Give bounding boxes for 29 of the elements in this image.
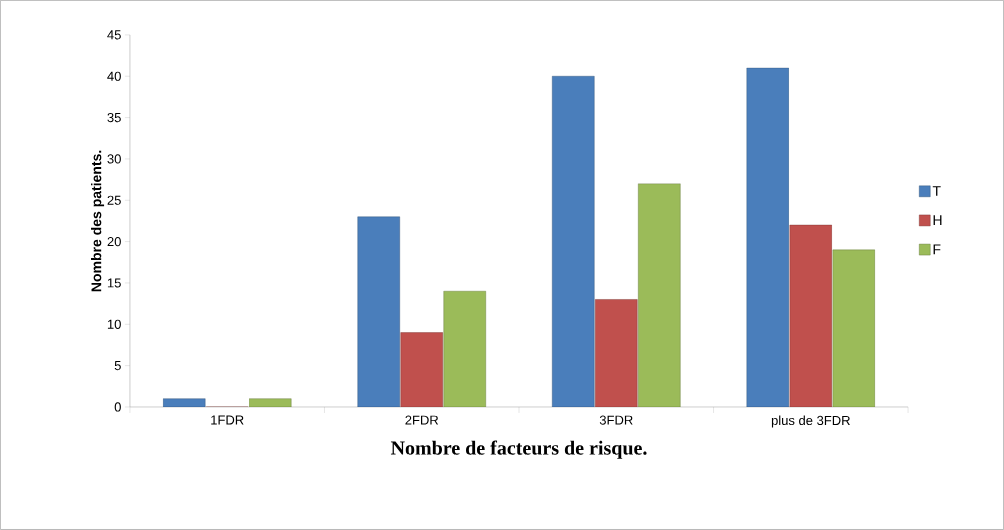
y-tick-label: 40 [107, 71, 121, 81]
bar [789, 224, 833, 408]
bar [746, 67, 790, 408]
bar [595, 299, 638, 408]
y-tick-label: 5 [114, 361, 121, 371]
y-tick-label: 25 [107, 195, 121, 205]
x-tick-label: 2FDR [405, 415, 439, 425]
bar [832, 249, 876, 408]
legend-label: H [933, 215, 942, 226]
legend-label: T [932, 186, 941, 196]
x-axis-title: Nombre de facteurs de risque. [390, 440, 647, 459]
y-tick-label: 0 [114, 402, 121, 412]
bar [638, 183, 681, 408]
y-tick-label: 45 [107, 30, 121, 40]
bar [162, 398, 206, 408]
y-axis-title: Nombre des patients. [91, 150, 105, 292]
x-tick-label: plus de 3FDR [771, 415, 850, 428]
bar [400, 332, 443, 408]
y-tick-label: 35 [107, 113, 121, 123]
x-tick-label: 3FDR [599, 415, 633, 425]
bar [552, 76, 595, 408]
y-tick-label: 15 [107, 278, 121, 288]
legend-label: F [933, 244, 941, 255]
x-tick-label: 1FDR [211, 415, 244, 425]
y-tick-label: 20 [107, 237, 121, 247]
y-tick-label: 30 [107, 154, 121, 164]
y-tick-label: 10 [107, 319, 121, 329]
bar [357, 216, 400, 408]
bar [443, 291, 486, 408]
